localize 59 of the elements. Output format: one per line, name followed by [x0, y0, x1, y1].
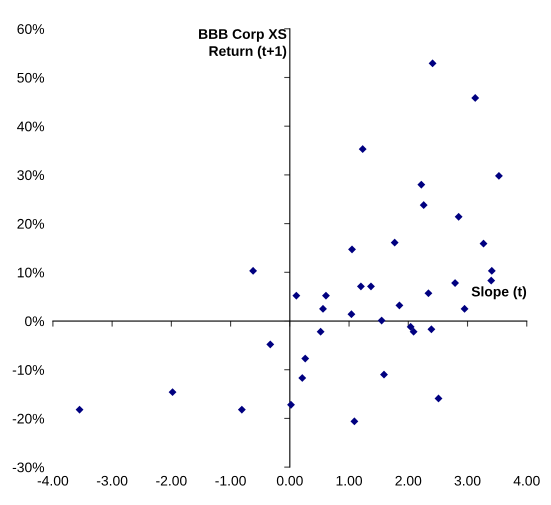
point	[428, 59, 437, 68]
point	[480, 240, 488, 248]
point	[390, 238, 399, 247]
point	[395, 302, 404, 310]
point	[424, 289, 432, 298]
point	[427, 325, 436, 334]
point	[380, 370, 388, 379]
y-tick-label: -10%	[12, 365, 44, 375]
point	[319, 304, 327, 313]
x-tick-label: 0.00	[276, 476, 303, 486]
point	[420, 201, 428, 210]
y-tick-label: -30%	[12, 462, 44, 472]
point	[348, 310, 356, 318]
point	[287, 400, 295, 409]
x-tick-label: -3.00	[96, 476, 128, 486]
y-axis-title: BBB Corp XS Return (t+1)	[199, 29, 286, 59]
x-tick-label: 3.00	[454, 476, 480, 486]
y-tick-label: 0%	[25, 316, 44, 326]
y-tick-label: -20%	[12, 414, 44, 424]
point	[494, 172, 503, 180]
point	[348, 245, 356, 254]
point	[451, 279, 460, 287]
point	[322, 292, 330, 300]
point	[249, 266, 258, 275]
y-tick-label: 20%	[17, 218, 44, 229]
y-tick-label: 40%	[17, 122, 44, 132]
x-tick-label: 4.00	[514, 476, 540, 486]
point	[378, 316, 386, 324]
point	[358, 145, 367, 154]
x-axis-title: Slope (t)	[472, 286, 526, 300]
y-tick-label: 30%	[17, 170, 44, 180]
point	[301, 354, 310, 362]
point	[434, 394, 442, 402]
point	[292, 292, 300, 300]
point	[266, 340, 274, 348]
point	[471, 94, 480, 102]
point	[316, 328, 325, 336]
point	[460, 304, 468, 313]
point	[488, 266, 496, 275]
point	[454, 212, 463, 221]
point	[406, 322, 415, 331]
point	[487, 276, 496, 285]
x-tick-label: 2.00	[395, 476, 422, 486]
x-tick-label: -2.00	[156, 476, 187, 486]
x-tick-label: -4.00	[38, 476, 68, 486]
y-tick-label: 60%	[17, 24, 44, 34]
x-tick-label: 1.00	[336, 476, 362, 486]
point	[76, 406, 84, 414]
point	[417, 180, 426, 189]
point	[367, 282, 375, 290]
y-tick-label: 50%	[17, 72, 44, 83]
point	[350, 417, 358, 426]
point	[168, 388, 176, 396]
point	[410, 328, 418, 336]
y-tick-label: 10%	[18, 268, 44, 278]
x-tick-label: -1.00	[215, 476, 246, 486]
point	[356, 282, 365, 290]
point	[238, 406, 246, 414]
point	[298, 374, 306, 382]
